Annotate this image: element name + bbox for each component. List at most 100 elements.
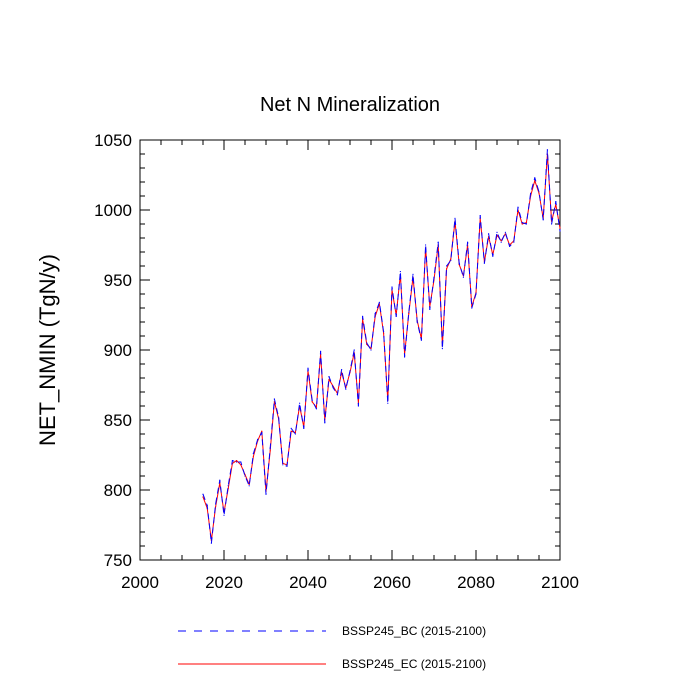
data-point — [395, 315, 397, 317]
data-point — [278, 416, 280, 418]
data-point — [521, 223, 523, 225]
data-point — [345, 388, 347, 390]
data-point — [261, 430, 263, 432]
data-point — [521, 222, 523, 224]
data-point — [311, 399, 313, 401]
x-tick-label: 2020 — [205, 573, 243, 592]
data-point — [429, 308, 431, 310]
data-point — [252, 453, 254, 455]
data-point — [546, 149, 549, 151]
data-point — [467, 241, 469, 243]
data-point — [404, 356, 406, 358]
series-line — [202, 149, 561, 544]
data-point — [559, 227, 561, 229]
data-point — [349, 370, 351, 372]
y-tick-label: 1000 — [94, 201, 132, 220]
data-point — [299, 402, 301, 404]
data-point — [538, 191, 540, 193]
data-point — [513, 241, 515, 243]
data-point — [357, 405, 359, 407]
data-point — [378, 301, 380, 303]
data-point — [341, 369, 343, 371]
data-point — [416, 321, 418, 323]
data-point — [202, 496, 204, 498]
data-point — [450, 258, 452, 260]
data-point — [391, 286, 393, 288]
data-point — [236, 460, 238, 462]
data-point — [412, 273, 414, 275]
data-point — [303, 427, 305, 429]
data-point — [374, 313, 376, 315]
data-point — [219, 479, 221, 481]
data-point — [307, 367, 309, 369]
data-point — [257, 439, 259, 441]
data-point — [559, 230, 561, 232]
data-point — [353, 349, 355, 351]
data-point — [236, 461, 238, 463]
data-point — [269, 450, 271, 452]
data-point — [294, 433, 296, 435]
y-tick-label: 950 — [104, 271, 132, 290]
data-point — [248, 485, 250, 487]
data-point — [458, 262, 460, 264]
data-point — [475, 293, 477, 295]
data-point — [425, 244, 427, 246]
data-point — [366, 342, 368, 344]
x-tick-label: 2000 — [121, 573, 159, 592]
data-point — [244, 475, 246, 477]
y-tick-label: 850 — [104, 411, 132, 430]
data-point — [383, 332, 385, 334]
y-axis-label: NET_NMIN (TgN/y) — [35, 254, 60, 446]
data-point — [370, 348, 372, 350]
data-point — [446, 265, 448, 267]
data-point — [336, 394, 338, 396]
data-point — [290, 430, 292, 432]
data-point — [320, 350, 322, 352]
data-point — [441, 348, 443, 350]
data-point — [433, 276, 435, 278]
legend-label: BSSP245_EC (2015-2100) — [342, 657, 486, 671]
data-point — [525, 223, 528, 225]
series-line — [202, 153, 561, 541]
legend: BSSP245_BC (2015-2100) BSSP245_EC (2015-2… — [178, 624, 486, 671]
data-point — [315, 408, 317, 410]
data-point — [437, 241, 439, 243]
data-point — [399, 271, 401, 273]
data-point — [269, 447, 271, 449]
chart-title: Net N Mineralization — [260, 94, 440, 116]
data-point — [492, 255, 494, 257]
data-point — [555, 201, 557, 203]
data-point — [362, 315, 364, 317]
data-point — [500, 241, 502, 243]
x-tick-label: 2100 — [541, 573, 579, 592]
data-point — [408, 311, 410, 313]
data-point — [324, 422, 326, 424]
data-point — [525, 222, 528, 224]
y-tick-label: 800 — [104, 481, 132, 500]
data-point — [462, 276, 464, 278]
data-point — [265, 493, 267, 495]
data-point — [210, 542, 212, 544]
data-point — [206, 504, 208, 506]
data-point — [387, 402, 389, 404]
data-point — [408, 313, 410, 315]
data-point — [332, 387, 334, 389]
data-point — [479, 215, 481, 217]
y-tick-label: 900 — [104, 341, 132, 360]
data-point — [471, 307, 473, 309]
data-point — [328, 378, 330, 380]
data-point — [509, 245, 511, 247]
data-point — [496, 231, 498, 233]
axis-ticks: 2000 2020 2040 2060 2080 2100 750 800 850 900 950 1… — [94, 131, 579, 592]
series-bssp245_ec — [202, 153, 561, 542]
data-point — [450, 259, 452, 261]
data-point — [290, 427, 292, 429]
data-point — [383, 331, 385, 333]
data-point — [261, 432, 263, 434]
x-tick-label: 2040 — [289, 573, 327, 592]
data-point — [504, 231, 506, 233]
data-point — [454, 217, 456, 219]
data-point — [328, 376, 330, 378]
data-point — [248, 483, 250, 485]
data-point — [252, 455, 254, 457]
